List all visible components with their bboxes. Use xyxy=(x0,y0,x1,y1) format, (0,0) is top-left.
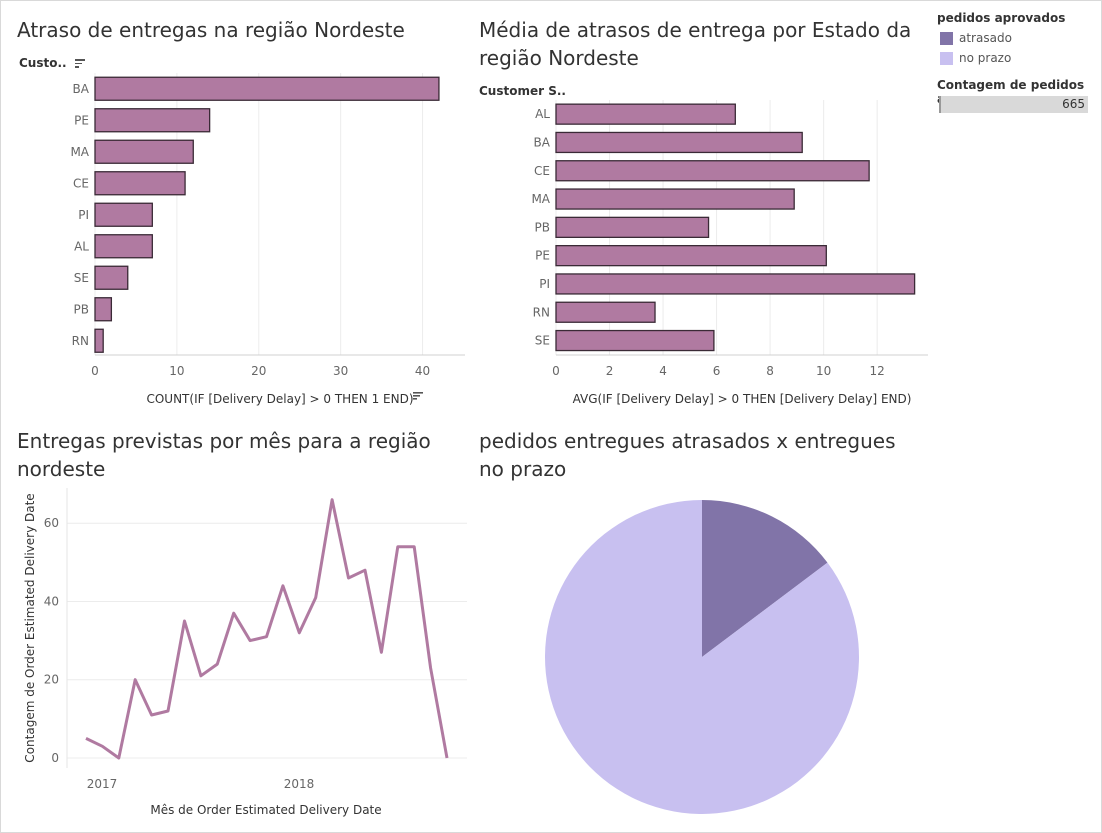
y-tick-label: 20 xyxy=(44,673,59,687)
chart2-row-header[interactable]: Customer S.. xyxy=(479,84,566,98)
y-tick-label: MA xyxy=(70,145,89,159)
bar-al xyxy=(94,234,153,259)
x-axis-title: Mês de Order Estimated Delivery Date xyxy=(150,803,381,817)
legend-label-late[interactable]: atrasado xyxy=(959,31,1012,45)
x-tick-label: 40 xyxy=(415,364,430,378)
x-tick-label: 0 xyxy=(91,364,99,378)
count-legend-bar: 665 xyxy=(939,96,1088,113)
bar-pb xyxy=(555,216,710,238)
x-tick-label: 2018 xyxy=(284,777,315,791)
bar-rn xyxy=(94,328,104,353)
y-tick-label: RN xyxy=(533,305,550,319)
chart4-pie-chart xyxy=(544,500,859,814)
bar-ba xyxy=(555,131,803,154)
x-tick-label: 10 xyxy=(169,364,184,378)
chart1-row-header[interactable]: Custo.. xyxy=(19,56,85,70)
y-tick-label: AL xyxy=(535,107,550,121)
y-tick-label: SE xyxy=(535,334,550,348)
y-tick-label: PE xyxy=(535,249,550,263)
y-tick-label: PE xyxy=(74,113,89,127)
bar-ma xyxy=(94,139,194,164)
y-tick-label: 0 xyxy=(51,751,59,765)
x-tick-label: 20 xyxy=(251,364,266,378)
bar-se xyxy=(94,265,129,290)
y-axis-title: Contagem de Order Estimated Delivery Dat… xyxy=(23,493,37,762)
bar-ma xyxy=(555,188,795,210)
bar-pi xyxy=(94,202,153,227)
y-tick-label: MA xyxy=(531,192,550,206)
y-tick-label: PB xyxy=(74,302,89,316)
y-tick-label: BA xyxy=(534,135,551,149)
y-tick-label: SE xyxy=(74,271,89,285)
count-legend-value: 665 xyxy=(1062,97,1085,111)
bar-al xyxy=(555,103,736,125)
bar-pe xyxy=(555,244,827,267)
y-tick-label: PB xyxy=(535,220,550,234)
y-tick-label: CE xyxy=(534,164,550,178)
x-axis-title: COUNT(IF [Delivery Delay] > 0 THEN 1 END… xyxy=(146,392,413,406)
x-tick-label: 10 xyxy=(816,364,831,378)
x-axis-title: AVG(IF [Delivery Delay] > 0 THEN [Delive… xyxy=(573,392,912,406)
chart1-bar-chart: 0 10 20 30 40 BA PE MA CE PI AL SE PB RN COUNT(IF [Del… xyxy=(70,73,465,406)
legend-title: pedidos aprovados xyxy=(937,11,1066,25)
bar-se xyxy=(555,329,715,352)
y-tick-label: AL xyxy=(74,239,89,253)
chart1-row-header-label: Custo.. xyxy=(19,56,67,70)
chart1-title: Atraso de entregas na região Nordeste xyxy=(17,18,405,42)
bar-pe xyxy=(94,108,211,133)
bar-pi xyxy=(555,273,916,295)
y-tick-label: PI xyxy=(78,208,89,222)
x-tick-label: 12 xyxy=(870,364,885,378)
y-tick-label: CE xyxy=(73,176,89,190)
chart2-title: Média de atrasos de entrega por Estado d… xyxy=(479,18,912,70)
legend-swatch-late[interactable] xyxy=(940,32,953,45)
y-tick-label: 40 xyxy=(44,594,59,608)
chart2-bar-chart: 0 2 4 6 8 10 12 AL BA CE MA PB PE PI RN SE AVG(IF [Deliv… xyxy=(531,100,928,406)
x-tick-label: 8 xyxy=(766,364,774,378)
bar-rn xyxy=(555,301,656,323)
legend-swatch-ontime[interactable] xyxy=(940,52,953,65)
chart3-title: Entregas previstas por mês para a região… xyxy=(17,429,431,481)
x-tick-label: 6 xyxy=(713,364,721,378)
pie-slice-ontime xyxy=(544,500,859,814)
legend-label-ontime[interactable]: no prazo xyxy=(959,51,1012,65)
bar-ce xyxy=(94,171,186,196)
bar-ba xyxy=(94,76,440,101)
x-tick-label: 2017 xyxy=(87,777,118,791)
x-tick-label: 4 xyxy=(659,364,667,378)
y-tick-label: BA xyxy=(73,82,90,96)
y-tick-label: 60 xyxy=(44,516,59,530)
y-tick-label: RN xyxy=(72,334,89,348)
y-tick-label: PI xyxy=(539,277,550,291)
sort-icon[interactable] xyxy=(74,59,85,68)
x-tick-label: 30 xyxy=(333,364,348,378)
bar-pb xyxy=(94,297,113,322)
bar-ce xyxy=(555,160,870,182)
x-tick-label: 0 xyxy=(552,364,560,378)
chart4-title: pedidos entregues atrasados x entregues … xyxy=(479,429,896,481)
pie-slice-late xyxy=(702,500,828,657)
line-series xyxy=(85,498,449,760)
x-tick-label: 2 xyxy=(606,364,614,378)
chart3-line-chart: 0 20 40 60 2017 2018 Mês de Order Estimated De… xyxy=(23,488,467,817)
x-axis-sort-icon xyxy=(413,392,423,400)
